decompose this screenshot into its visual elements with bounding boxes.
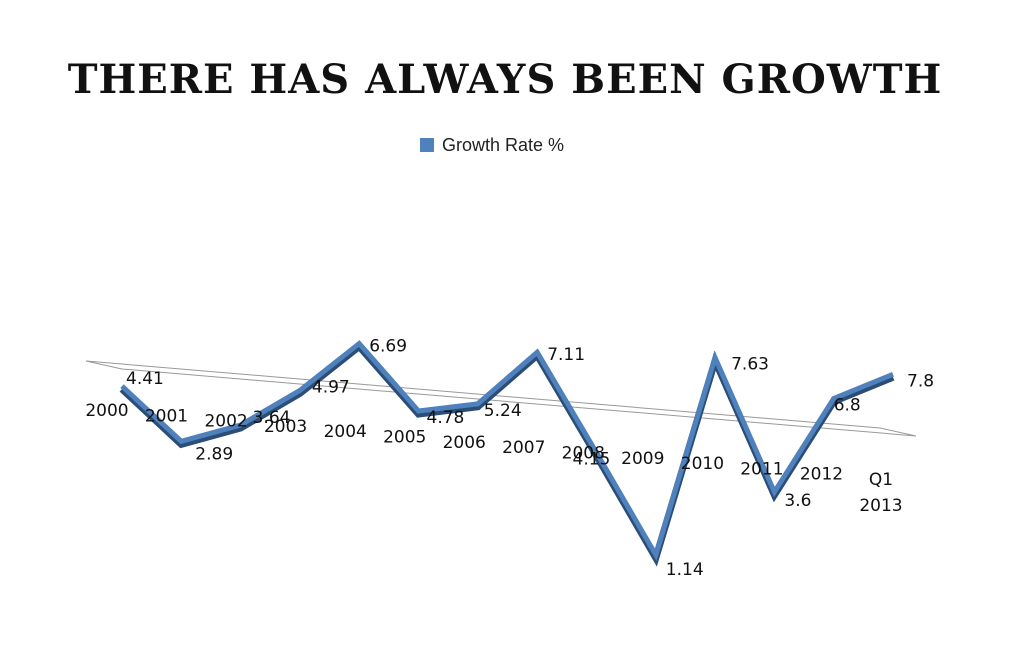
data-label: 4.41 (126, 369, 164, 389)
data-label: 4.78 (427, 408, 465, 428)
x-tick-label: 2006 (443, 433, 486, 453)
x-tick-label: 2007 (502, 438, 545, 458)
x-tick-label: 2009 (621, 449, 664, 469)
x-tick-label: 2004 (324, 422, 367, 442)
series-line-group (119, 340, 895, 567)
x-tick-label: 2002 (204, 412, 247, 432)
chart-floor (85, 360, 917, 437)
x-tick-label: 2012 (800, 465, 843, 485)
data-label: 6.69 (369, 337, 407, 357)
series-line (120, 340, 894, 562)
x-tick-label: 2008 (562, 444, 605, 464)
x-tick-label: 2005 (383, 428, 426, 448)
chart-title: THERE HAS ALWAYS BEEN GROWTH (67, 56, 943, 103)
data-label: 3.6 (784, 491, 811, 511)
data-label: 6.8 (834, 396, 861, 416)
x-tick-label: 2011 (740, 459, 783, 479)
data-label: 4.97 (312, 377, 350, 397)
x-tick-label: 2010 (681, 454, 724, 474)
chart-legend: Growth Rate % (420, 134, 564, 156)
legend-swatch (420, 138, 434, 152)
data-label: 5.24 (484, 401, 522, 421)
legend-label: Growth Rate % (442, 134, 565, 155)
data-label: 7.8 (907, 371, 934, 391)
data-label: 7.11 (547, 345, 585, 365)
x-tick-label: 2003 (264, 417, 307, 437)
data-label: 1.14 (666, 560, 704, 580)
x-tick-label: 2000 (85, 401, 128, 421)
data-label: 2.89 (195, 444, 233, 464)
data-label: 4.15 (573, 450, 611, 470)
data-label: 7.63 (731, 355, 769, 375)
x-tick-label: Q1 2013 (859, 470, 902, 516)
data-label: 3.64 (253, 408, 291, 428)
x-tick-label-group: 2000 2001 2002 2003 2004 2005 2006 2007 2008 2009… (85, 401, 902, 516)
data-label-group: 4.41 2.89 3.64 4.97 6.69 4.78 5.24 7.11 4.15 1.14… (126, 337, 934, 580)
x-tick-label: 2001 (145, 406, 188, 426)
